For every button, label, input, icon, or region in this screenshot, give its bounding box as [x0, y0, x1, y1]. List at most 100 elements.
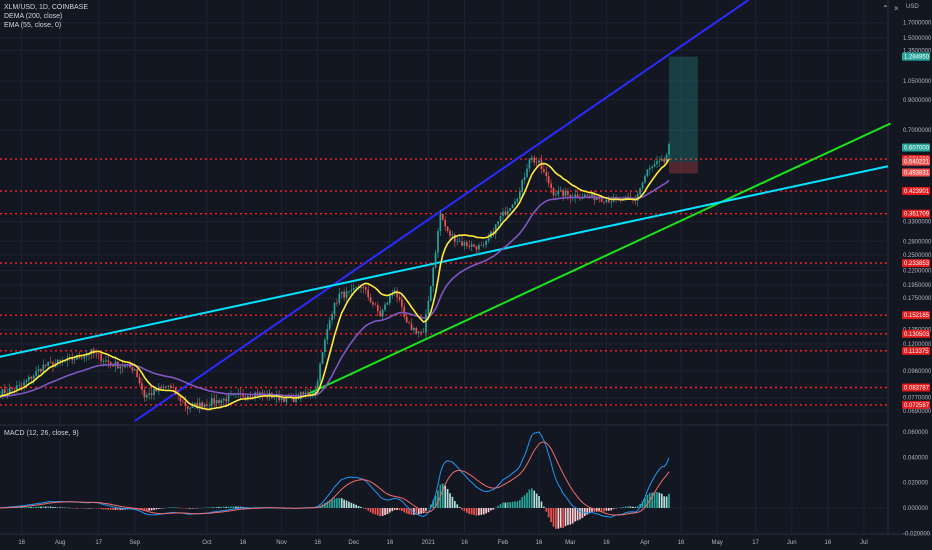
price-tick-label: 0.2200000: [903, 269, 932, 275]
candle-body: [389, 295, 391, 303]
macd-histogram-bar: [109, 508, 112, 510]
price-tick-label: 0.1950000: [903, 283, 932, 289]
macd-histogram-bar: [107, 508, 110, 510]
candle-body: [182, 401, 184, 402]
candle-body: [148, 393, 151, 395]
candle-body: [191, 404, 194, 408]
macd-histogram-bar: [172, 507, 175, 508]
candle-body: [336, 302, 338, 304]
time-tick-label: Oct: [202, 540, 212, 546]
candle-body: [668, 144, 670, 155]
macd-histogram-bar: [668, 493, 670, 508]
macd-histogram-bar: [526, 492, 528, 508]
candle-body: [8, 388, 11, 393]
macd-histogram-bar: [369, 508, 372, 513]
candle-body: [627, 196, 629, 198]
macd-histogram-bar: [401, 508, 403, 511]
candle-body: [37, 369, 40, 372]
macd-signal-line: [0, 441, 670, 516]
chevron-up-icon[interactable]: ⌃: [882, 4, 889, 13]
macd-histogram-bar: [360, 506, 362, 508]
level-tag-label: 0.351709: [904, 212, 930, 218]
candle-body: [639, 188, 641, 195]
candle-body: [35, 371, 37, 376]
macd-histogram-bar: [523, 495, 526, 508]
price-tick-label: 0.0690000: [903, 409, 932, 415]
macd-histogram-bar: [239, 506, 242, 508]
candle-body: [526, 168, 528, 177]
macd-histogram-bar: [463, 508, 466, 512]
macd-histogram-bar: [576, 508, 579, 521]
macd-histogram-bar: [639, 503, 641, 508]
candle-body: [201, 402, 203, 408]
time-tick-label: Feb: [498, 540, 509, 546]
candle-body: [11, 388, 13, 389]
candle-body: [316, 381, 319, 390]
candle-body: [367, 289, 370, 298]
candle-body: [220, 400, 223, 403]
macd-histogram-bar: [530, 488, 533, 508]
macd-histogram-bar: [215, 506, 218, 508]
macd-histogram-bar: [420, 508, 422, 514]
macd-histogram-bar: [475, 508, 478, 516]
candle-body: [280, 397, 283, 401]
macd-histogram-bar: [509, 502, 512, 508]
macd-histogram-bar: [518, 500, 521, 508]
candle-body: [401, 299, 403, 307]
candle-body: [595, 197, 598, 201]
dema-200-line: [0, 158, 670, 411]
macd-histogram-bar: [218, 506, 220, 508]
macd-histogram-bar: [372, 508, 374, 514]
candle-body: [13, 388, 16, 390]
candle-body: [441, 214, 444, 221]
price-tick-label: 0.9000000: [903, 98, 932, 104]
macd-histogram-bar: [410, 508, 413, 515]
candle-body: [172, 387, 175, 389]
macd-histogram-bar: [47, 506, 49, 508]
macd-histogram-bar: [588, 508, 591, 514]
candle-body: [660, 158, 663, 161]
candle-body: [326, 329, 329, 340]
macd-histogram-bar: [569, 508, 572, 525]
macd-histogram-bar: [16, 507, 18, 508]
candle-body: [564, 191, 567, 197]
candle-body: [314, 389, 317, 394]
macd-histogram-bar: [593, 508, 596, 513]
candle-body: [3, 389, 6, 394]
candle-body: [196, 403, 199, 409]
macd-histogram-bar: [393, 508, 396, 510]
candle-body: [502, 211, 504, 217]
level-tag: [902, 383, 930, 392]
candle-body: [20, 384, 23, 386]
candle-body: [480, 244, 483, 246]
time-tick-label: Aug: [55, 540, 66, 546]
macd-histogram-bar: [600, 508, 603, 512]
candle-body: [468, 245, 471, 247]
candle-body: [624, 196, 627, 198]
candle-body: [461, 241, 463, 246]
macd-histogram-bar: [237, 506, 240, 508]
macd-histogram-bar: [52, 507, 54, 508]
candle-body: [208, 405, 211, 407]
candle-body: [121, 366, 124, 368]
candle-body: [369, 297, 372, 303]
macd-histogram-bar: [598, 508, 601, 512]
level-tag: [902, 209, 930, 218]
macd-histogram-bar: [328, 500, 331, 508]
macd-histogram-bar: [422, 508, 425, 514]
macd-histogram-bar: [603, 508, 605, 512]
price-tick-label: 0.7000000: [903, 128, 932, 134]
close-icon[interactable]: ×: [894, 4, 899, 13]
macd-histogram-bar: [56, 507, 59, 508]
macd-histogram-bar: [100, 508, 102, 509]
candle-body: [350, 289, 353, 292]
time-tick-label: 16: [824, 540, 831, 546]
candle-body: [422, 332, 425, 333]
candle-body: [273, 397, 276, 399]
candle-body: [133, 369, 136, 371]
long-trend-trend-line: [0, 165, 889, 358]
candle-body: [247, 395, 249, 399]
macd-histogram-bar: [42, 506, 45, 508]
